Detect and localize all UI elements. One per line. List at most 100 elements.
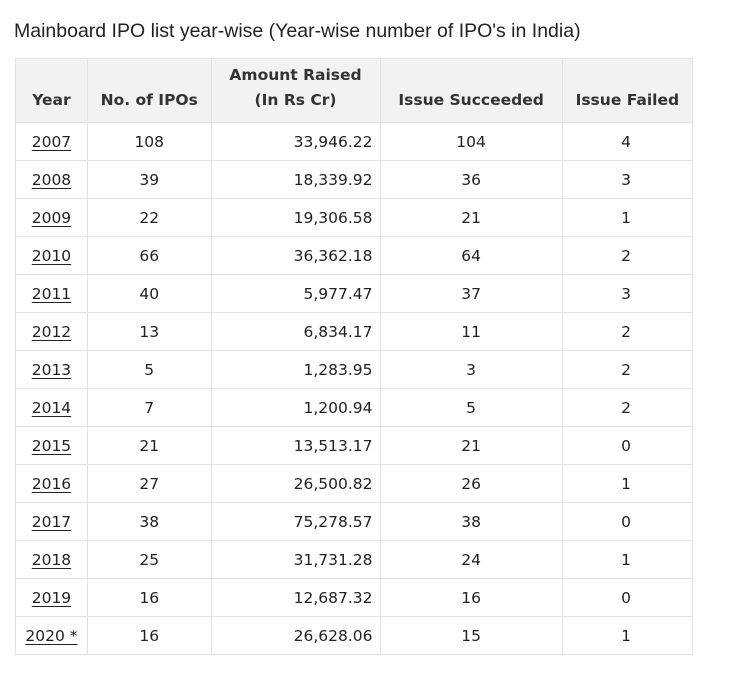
cell-failed: 2 xyxy=(561,312,694,351)
cell-succeeded: 15 xyxy=(379,616,563,655)
cell-year: 2011 xyxy=(15,274,88,313)
cell-ipos: 38 xyxy=(86,502,212,541)
table-row: 2010 66 36,362.18 64 2 xyxy=(15,236,694,275)
cell-year: 2020 * xyxy=(15,616,88,655)
year-link[interactable]: 2007 xyxy=(31,132,72,151)
cell-failed: 2 xyxy=(561,350,694,389)
header-amount-line1: Amount Raised xyxy=(229,66,362,84)
table-row: 2020 * 16 26,628.06 15 1 xyxy=(15,616,694,655)
header-succeeded: Issue Succeeded xyxy=(379,58,563,123)
cell-succeeded: 16 xyxy=(379,578,563,617)
cell-succeeded: 36 xyxy=(379,160,563,199)
year-link[interactable]: 2014 xyxy=(31,398,72,417)
cell-failed: 0 xyxy=(561,578,694,617)
cell-year: 2012 xyxy=(15,312,88,351)
cell-succeeded: 24 xyxy=(379,540,563,579)
cell-ipos: 108 xyxy=(86,122,212,161)
cell-year: 2007 xyxy=(15,122,88,161)
cell-year: 2008 xyxy=(15,160,88,199)
cell-failed: 4 xyxy=(561,122,694,161)
year-link[interactable]: 2010 xyxy=(31,246,72,265)
year-link[interactable]: 2016 xyxy=(31,474,72,493)
year-link[interactable]: 2013 xyxy=(31,360,72,379)
table-row: 2008 39 18,339.92 36 3 xyxy=(15,160,694,199)
cell-ipos: 22 xyxy=(86,198,212,237)
cell-ipos: 40 xyxy=(86,274,212,313)
cell-ipos: 5 xyxy=(86,350,212,389)
table-header: Year No. of IPOs Amount Raised (In Rs Cr… xyxy=(15,58,694,123)
cell-amount: 1,283.95 xyxy=(210,350,381,389)
cell-succeeded: 104 xyxy=(379,122,563,161)
year-link[interactable]: 2015 xyxy=(31,436,72,455)
cell-amount: 75,278.57 xyxy=(210,502,381,541)
cell-ipos: 66 xyxy=(86,236,212,275)
cell-ipos: 25 xyxy=(86,540,212,579)
cell-amount: 31,731.28 xyxy=(210,540,381,579)
table-row: 2011 40 5,977.47 37 3 xyxy=(15,274,694,313)
table-row: 2014 7 1,200.94 5 2 xyxy=(15,388,694,427)
cell-ipos: 7 xyxy=(86,388,212,427)
year-link[interactable]: 2020 * xyxy=(25,626,78,645)
cell-succeeded: 21 xyxy=(379,426,563,465)
cell-failed: 3 xyxy=(561,274,694,313)
year-link[interactable]: 2018 xyxy=(31,550,72,569)
table-row: 2019 16 12,687.32 16 0 xyxy=(15,578,694,617)
year-link[interactable]: 2019 xyxy=(31,588,72,607)
cell-failed: 3 xyxy=(561,160,694,199)
cell-year: 2019 xyxy=(15,578,88,617)
cell-year: 2013 xyxy=(15,350,88,389)
cell-amount: 26,628.06 xyxy=(210,616,381,655)
cell-succeeded: 11 xyxy=(379,312,563,351)
cell-succeeded: 5 xyxy=(379,388,563,427)
cell-amount: 6,834.17 xyxy=(210,312,381,351)
cell-year: 2016 xyxy=(15,464,88,503)
cell-failed: 2 xyxy=(561,236,694,275)
cell-amount: 36,362.18 xyxy=(210,236,381,275)
cell-failed: 1 xyxy=(561,198,694,237)
cell-ipos: 13 xyxy=(86,312,212,351)
cell-amount: 18,339.92 xyxy=(210,160,381,199)
year-link[interactable]: 2008 xyxy=(31,170,72,189)
table-row: 2017 38 75,278.57 38 0 xyxy=(15,502,694,541)
cell-year: 2014 xyxy=(15,388,88,427)
header-amount: Amount Raised (In Rs Cr) xyxy=(210,58,381,123)
cell-succeeded: 37 xyxy=(379,274,563,313)
cell-succeeded: 21 xyxy=(379,198,563,237)
header-ipos: No. of IPOs xyxy=(86,58,212,123)
table-row: 2016 27 26,500.82 26 1 xyxy=(15,464,694,503)
cell-failed: 1 xyxy=(561,616,694,655)
cell-year: 2010 xyxy=(15,236,88,275)
table-row: 2007 108 33,946.22 104 4 xyxy=(15,122,694,161)
cell-succeeded: 26 xyxy=(379,464,563,503)
cell-ipos: 16 xyxy=(86,616,212,655)
page-title: Mainboard IPO list year-wise (Year-wise … xyxy=(14,20,581,42)
cell-amount: 19,306.58 xyxy=(210,198,381,237)
table-body: 2007 108 33,946.22 104 4 2008 39 18,339.92 36 3 20… xyxy=(15,122,694,655)
cell-succeeded: 38 xyxy=(379,502,563,541)
header-failed: Issue Failed xyxy=(561,58,694,123)
year-link[interactable]: 2012 xyxy=(31,322,72,341)
year-link[interactable]: 2011 xyxy=(31,284,72,303)
table-row: 2018 25 31,731.28 24 1 xyxy=(15,540,694,579)
cell-amount: 33,946.22 xyxy=(210,122,381,161)
cell-year: 2018 xyxy=(15,540,88,579)
cell-ipos: 39 xyxy=(86,160,212,199)
cell-year: 2009 xyxy=(15,198,88,237)
cell-ipos: 27 xyxy=(86,464,212,503)
year-link[interactable]: 2009 xyxy=(31,208,72,227)
cell-amount: 12,687.32 xyxy=(210,578,381,617)
cell-amount: 26,500.82 xyxy=(210,464,381,503)
year-link[interactable]: 2017 xyxy=(31,512,72,531)
cell-failed: 1 xyxy=(561,540,694,579)
cell-succeeded: 64 xyxy=(379,236,563,275)
cell-failed: 2 xyxy=(561,388,694,427)
cell-ipos: 21 xyxy=(86,426,212,465)
cell-amount: 5,977.47 xyxy=(210,274,381,313)
ipo-table: Year No. of IPOs Amount Raised (In Rs Cr… xyxy=(15,58,694,655)
cell-failed: 0 xyxy=(561,426,694,465)
header-amount-line2: (In Rs Cr) xyxy=(254,91,337,109)
cell-year: 2017 xyxy=(15,502,88,541)
cell-amount: 13,513.17 xyxy=(210,426,381,465)
cell-amount: 1,200.94 xyxy=(210,388,381,427)
table-row: 2015 21 13,513.17 21 0 xyxy=(15,426,694,465)
